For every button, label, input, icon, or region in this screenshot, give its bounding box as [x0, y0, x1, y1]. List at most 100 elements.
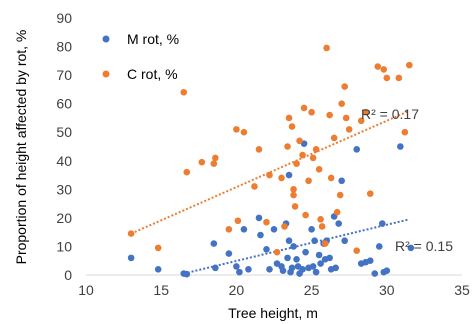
- data-point-series-1: [401, 128, 409, 136]
- data-point-series-1: [383, 74, 391, 82]
- data-point-series-1: [299, 151, 306, 159]
- data-point-series-1: [357, 117, 365, 125]
- data-point-series-1: [210, 160, 218, 167]
- data-point-series-1: [333, 208, 341, 216]
- data-point-series-1: [366, 190, 374, 197]
- data-point-series-1: [296, 137, 303, 145]
- data-points: [127, 44, 415, 278]
- data-point-series-0: [263, 246, 270, 253]
- data-point-series-0: [285, 237, 293, 245]
- data-point-series-0: [285, 171, 293, 179]
- y-tick-label: 40: [56, 153, 72, 169]
- data-point-series-0: [407, 244, 415, 252]
- data-point-series-1: [291, 203, 299, 210]
- data-point-series-1: [362, 108, 370, 116]
- data-point-series-1: [380, 66, 388, 73]
- data-point-series-1: [290, 186, 297, 193]
- data-point-series-0: [236, 268, 243, 276]
- legend-label-m-rot: M rot, %: [127, 31, 179, 47]
- data-point-series-1: [233, 126, 240, 133]
- data-point-series-1: [406, 61, 413, 69]
- data-point-series-0: [225, 250, 233, 257]
- data-point-series-1: [353, 247, 361, 255]
- data-point-series-0: [288, 264, 296, 272]
- data-point-series-1: [326, 111, 333, 119]
- data-point-series-0: [127, 254, 135, 262]
- data-point-series-1: [305, 177, 312, 185]
- legend: M rot, % C rot, %: [102, 31, 179, 82]
- data-point-series-1: [154, 244, 162, 252]
- data-point-series-0: [290, 243, 297, 250]
- data-point-series-0: [378, 220, 386, 227]
- y-tick-label: 30: [56, 181, 72, 197]
- x-tick-label: 25: [304, 282, 320, 298]
- data-point-series-1: [293, 160, 300, 167]
- data-point-series-1: [198, 158, 206, 166]
- data-point-series-0: [326, 254, 333, 262]
- data-point-series-0: [257, 231, 264, 239]
- data-point-series-0: [266, 265, 273, 273]
- data-point-series-1: [300, 104, 308, 112]
- data-point-series-0: [183, 270, 191, 278]
- data-point-series-0: [284, 254, 291, 262]
- data-point-series-1: [180, 88, 188, 96]
- data-point-series-0: [317, 260, 324, 267]
- y-tick-label: 10: [56, 238, 72, 254]
- data-point-series-0: [397, 143, 404, 150]
- y-tick-label: 60: [56, 96, 72, 112]
- y-tick-label: 20: [56, 210, 72, 226]
- data-point-series-1: [225, 226, 233, 233]
- y-tick-label: 70: [56, 67, 72, 83]
- data-point-series-0: [279, 267, 287, 275]
- x-tick-label: 30: [379, 282, 395, 298]
- data-point-series-0: [302, 248, 309, 256]
- data-point-series-0: [210, 240, 218, 247]
- data-point-series-0: [212, 264, 219, 272]
- data-point-series-1: [315, 166, 323, 173]
- y-tick-label: 0: [64, 267, 72, 283]
- data-point-series-1: [309, 154, 317, 162]
- data-point-series-0: [353, 146, 361, 153]
- x-tick-label: 10: [78, 282, 94, 298]
- data-point-series-0: [383, 267, 391, 275]
- data-point-series-1: [266, 171, 273, 179]
- data-point-series-1: [263, 218, 270, 226]
- data-point-series-1: [308, 108, 315, 116]
- data-point-series-1: [338, 100, 345, 107]
- data-point-series-1: [336, 191, 344, 199]
- data-point-series-0: [154, 265, 162, 273]
- data-point-series-1: [255, 146, 263, 153]
- data-point-series-0: [299, 265, 306, 273]
- x-axis-title: Tree height, m: [228, 305, 318, 321]
- data-point-series-1: [251, 183, 258, 190]
- data-point-series-0: [338, 177, 345, 185]
- data-point-series-0: [240, 226, 248, 233]
- data-point-series-0: [245, 265, 252, 273]
- data-point-series-0: [332, 264, 339, 272]
- data-point-series-0: [309, 263, 317, 270]
- labels: 10 15 20 25 30 35 0 10 20 30 40 50 60 70 80 90: [56, 10, 470, 298]
- data-point-series-1: [273, 248, 281, 256]
- data-point-series-1: [323, 44, 330, 52]
- data-point-series-0: [312, 268, 320, 276]
- y-tick-label: 50: [56, 124, 72, 140]
- y-tick-label: 80: [56, 39, 72, 55]
- data-point-series-0: [233, 263, 240, 270]
- data-point-series-0: [375, 243, 383, 250]
- x-tick-label: 35: [454, 282, 470, 298]
- data-point-series-1: [345, 126, 353, 133]
- x-tick-label: 20: [229, 282, 245, 298]
- data-point-series-1: [374, 63, 382, 70]
- data-point-series-1: [285, 114, 293, 122]
- data-point-series-1: [290, 191, 297, 199]
- legend-label-c-rot: C rot, %: [127, 66, 178, 82]
- data-point-series-1: [234, 217, 242, 225]
- data-point-series-1: [240, 128, 248, 136]
- data-point-series-0: [366, 257, 374, 265]
- data-point-series-1: [341, 83, 348, 90]
- data-point-series-1: [212, 154, 219, 162]
- data-point-series-0: [293, 255, 300, 263]
- data-point-series-1: [327, 174, 335, 182]
- y-axis-title: Proportion of height affected by rot, %: [13, 30, 29, 265]
